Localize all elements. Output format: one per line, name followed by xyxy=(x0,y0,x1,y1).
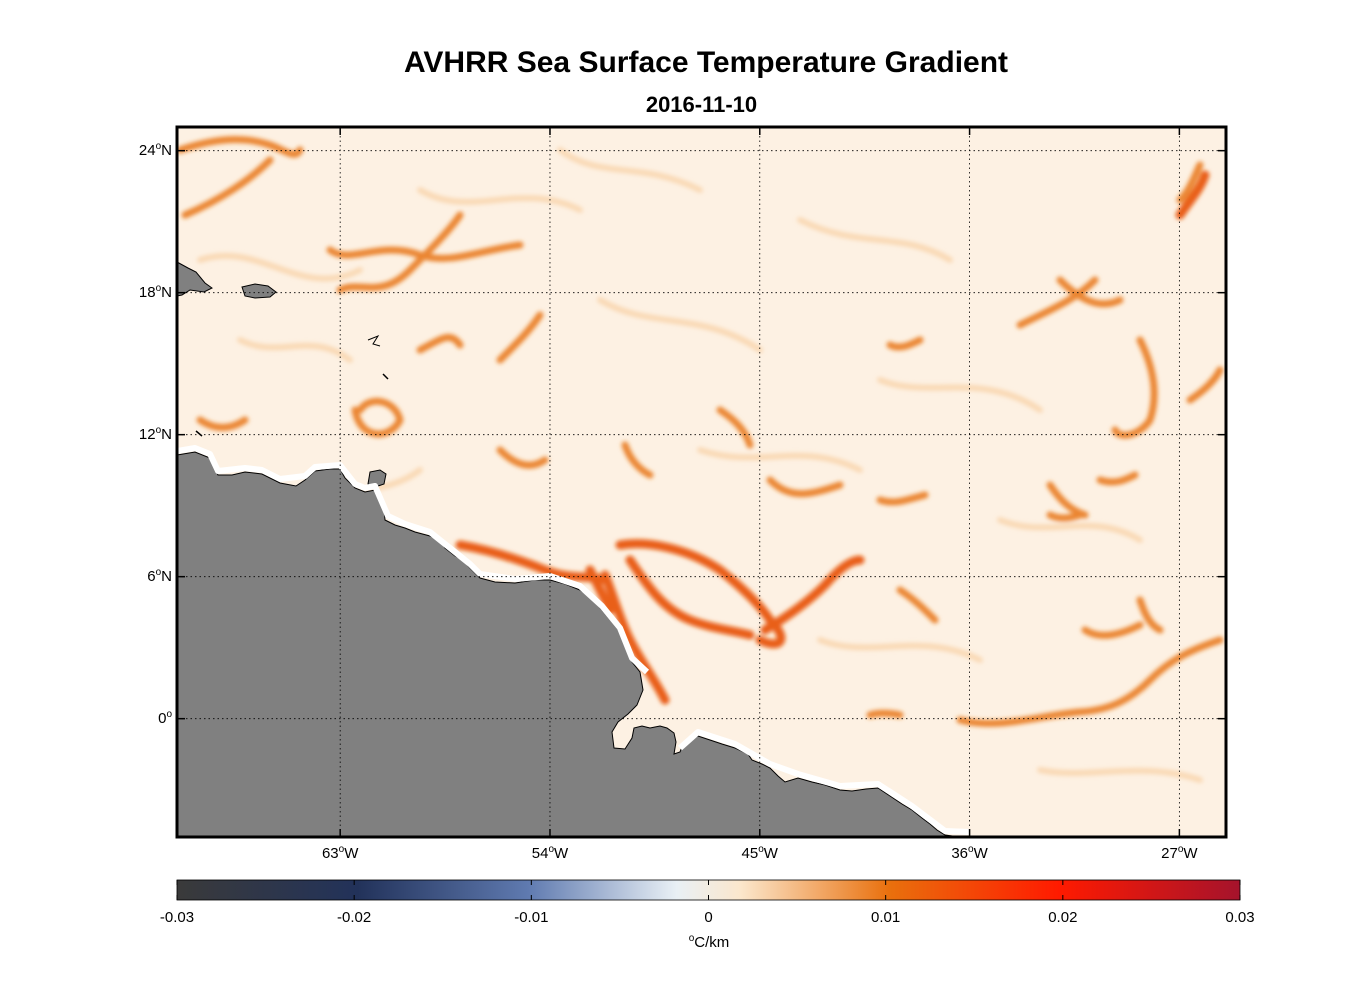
colorbar-tick-label: -0.03 xyxy=(159,909,195,926)
island-puerto-rico xyxy=(241,283,277,299)
island-small xyxy=(367,334,381,347)
lat-label: 18oN xyxy=(138,282,172,301)
colorbar-tick-label: 0.02 xyxy=(1048,909,1078,926)
graticule xyxy=(177,127,1226,837)
gradient-field xyxy=(177,136,1224,783)
lon-label: 54oW xyxy=(531,844,569,862)
lat-label: 6oN xyxy=(147,566,172,585)
lon-label: 36oW xyxy=(951,844,988,862)
island-trinidad xyxy=(367,469,387,488)
island-west xyxy=(177,261,213,297)
chart-title: AVHRR Sea Surface Temperature Gradient xyxy=(403,46,1009,79)
south-america-landmass xyxy=(177,451,961,837)
coastal-mask xyxy=(177,445,971,835)
lon-label: 27oW xyxy=(1161,844,1198,862)
colorbar-tick-label: 0 xyxy=(704,909,713,926)
colorbar-tick-label: 0.03 xyxy=(1225,909,1255,926)
island-tiny-2 xyxy=(195,430,203,437)
colorbar-ticks xyxy=(176,880,1241,900)
map-frame xyxy=(175,125,1228,839)
colorbar-tick-label: -0.01 xyxy=(514,909,549,926)
lon-label: 63oW xyxy=(321,844,359,862)
colorbar-unit: oC/km xyxy=(688,933,730,951)
lat-label: 12oN xyxy=(138,424,172,443)
colorbar-tick-label: 0.01 xyxy=(871,909,901,926)
lat-label: 24oN xyxy=(138,140,172,159)
island-tiny xyxy=(382,373,389,380)
chart-subtitle: 2016-11-10 xyxy=(645,92,758,117)
colorbar-tick-label: -0.02 xyxy=(337,909,372,926)
lon-label: 45oW xyxy=(741,844,778,862)
map-plot-area xyxy=(177,127,1226,837)
lat-label: 0o xyxy=(158,708,172,727)
